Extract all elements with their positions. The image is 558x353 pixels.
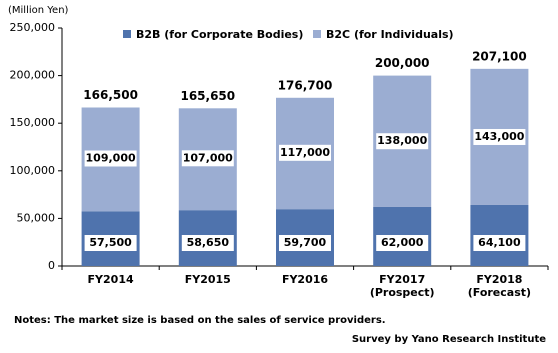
value-label: 62,000 [381, 236, 424, 249]
y-tick-label: 100,000 [10, 164, 56, 177]
legend-label: B2C (for Individuals) [326, 28, 454, 41]
notes: Notes: The market size is based on the s… [14, 315, 386, 326]
x-tick-label: FY2018 (Forecast) [468, 273, 531, 299]
value-label-box [376, 133, 429, 150]
value-label-box [181, 150, 234, 167]
value-label-box [84, 150, 137, 167]
legend-swatch [313, 30, 321, 38]
value-label-box [473, 235, 526, 251]
value-label-box [181, 235, 234, 251]
value-label: 138,000 [377, 134, 427, 147]
value-label-box [279, 235, 331, 251]
y-tick-label: 150,000 [10, 116, 56, 129]
value-label: 109,000 [86, 151, 136, 164]
x-tick-label: FY2017 (Prospect) [370, 273, 435, 299]
y-axis-label: (Million Yen) [8, 5, 69, 16]
value-label-box [84, 235, 137, 251]
x-tick-label: FY2014 [88, 273, 134, 286]
legend-label: B2B (for Corporate Bodies) [136, 28, 303, 41]
value-label: 117,000 [280, 146, 330, 159]
total-label: 176,700 [278, 78, 333, 92]
y-tick-label: 50,000 [17, 211, 56, 224]
value-label-box [473, 128, 526, 145]
total-label: 166,500 [83, 88, 138, 102]
value-label: 64,100 [478, 236, 521, 249]
value-label: 58,650 [187, 236, 230, 249]
x-tick-label: FY2015 [185, 273, 231, 286]
y-tick-label: 200,000 [10, 69, 56, 82]
value-label-box [279, 144, 331, 161]
y-tick-label: 250,000 [10, 21, 56, 34]
value-label: 143,000 [474, 130, 524, 143]
y-tick-label: 0 [48, 259, 55, 272]
value-label: 107,000 [183, 151, 233, 164]
value-label: 59,700 [284, 236, 327, 249]
total-label: 165,650 [180, 89, 235, 103]
total-label: 207,100 [472, 49, 527, 63]
total-label: 200,000 [375, 56, 430, 70]
value-label-box [376, 235, 429, 251]
x-tick-label: FY2016 [282, 273, 328, 286]
value-label: 57,500 [89, 236, 132, 249]
source: Survey by Yano Research Institute [352, 334, 546, 345]
legend-swatch [123, 30, 131, 38]
